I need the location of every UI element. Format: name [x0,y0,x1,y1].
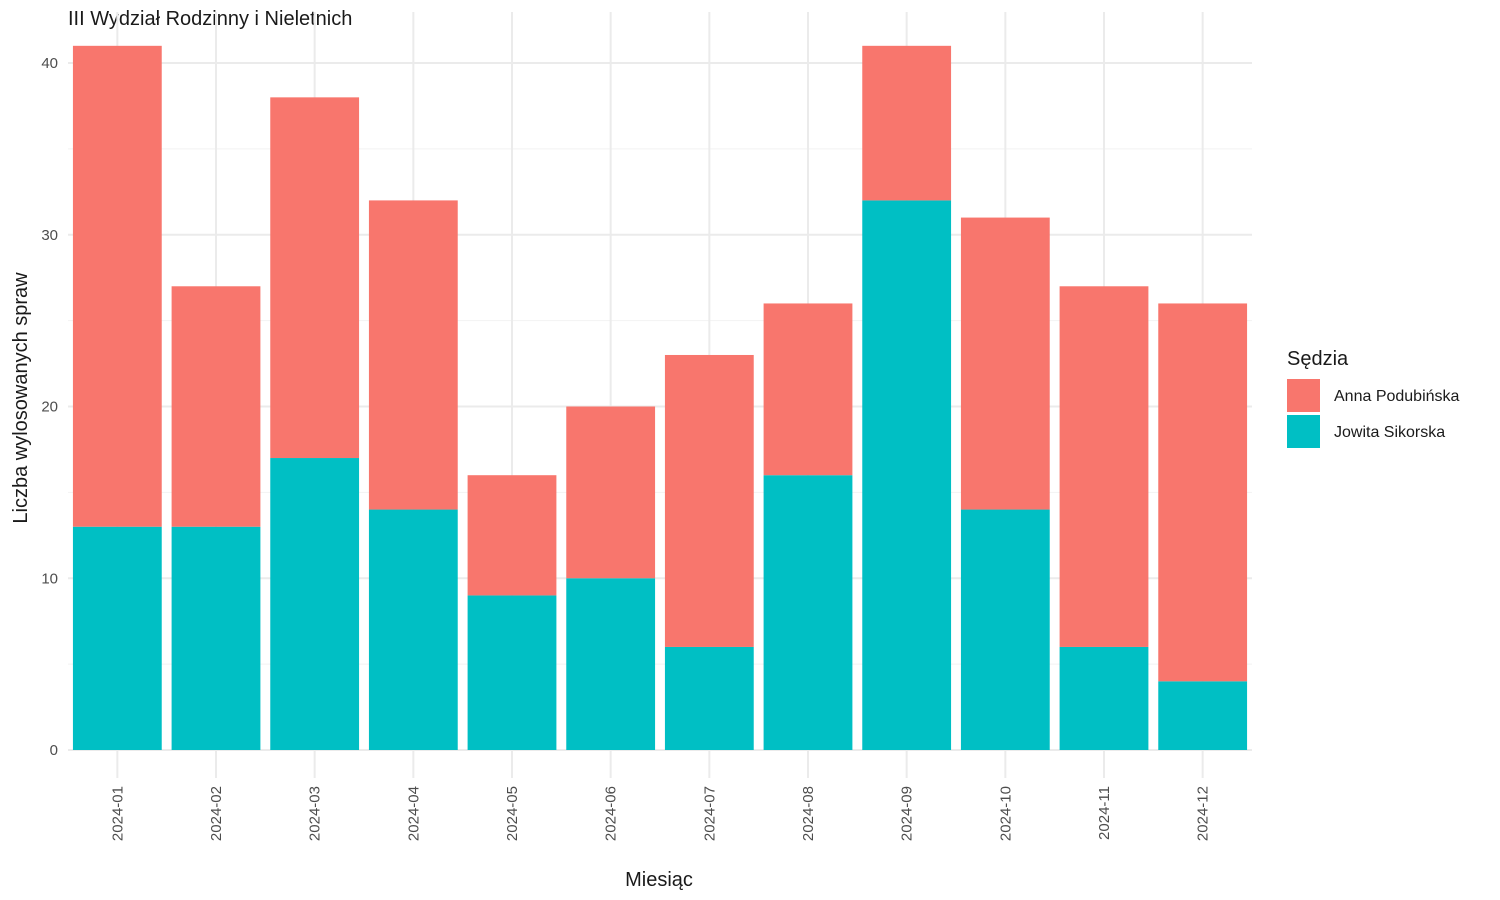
x-tick-label: 2024-01 [109,786,126,841]
bars [72,45,1248,750]
bar-segment [763,475,853,750]
bar-segment [171,526,261,750]
bar-segment [664,354,754,647]
legend-swatch [1287,415,1320,448]
y-axis-title: Liczba wylosowanych spraw [10,272,32,524]
x-tick-label: 2024-06 [603,786,620,841]
bar-segment [72,526,162,750]
bar-segment [270,458,360,750]
bar-segment [467,475,557,596]
y-tick-label: 0 [50,742,58,759]
legend: Sędzia Anna Podubińska Jowita Sikorska [1287,348,1460,448]
bar-segment [960,509,1050,750]
bar-segment [368,200,458,510]
x-tick-label: 2024-08 [800,786,817,841]
chart-title: III Wydział Rodzinny i Nieletnich [68,8,353,30]
y-tick-label: 10 [41,570,58,587]
y-tick-label: 20 [41,399,58,416]
x-tick-label: 2024-05 [504,786,521,841]
x-tick-label: 2024-02 [208,786,225,841]
bar-segment [862,45,952,201]
bar-segment [664,646,754,750]
x-tick-label: 2024-03 [307,786,324,841]
bar-segment [72,45,162,527]
bar-segment [1158,303,1248,682]
bar-segment [862,200,952,750]
legend-title: Sędzia [1287,348,1349,370]
x-tick-label: 2024-09 [899,786,916,841]
bar-segment [763,303,853,476]
x-tick-label: 2024-11 [1096,786,1113,840]
x-tick-label: 2024-12 [1195,786,1212,841]
bar-segment [566,406,656,579]
x-tick-label: 2024-10 [997,786,1014,841]
legend-label: Jowita Sikorska [1334,424,1445,441]
y-tick-label: 30 [41,227,58,244]
bar-segment [1158,681,1248,750]
bar-segment [1059,646,1149,750]
y-tick-label: 40 [41,55,58,72]
x-axis-title: Miesiąc [625,869,693,891]
bar-segment [566,578,656,750]
legend-label: Anna Podubińska [1334,388,1460,405]
x-tick-label: 2024-04 [405,786,422,841]
x-tick-label: 2024-07 [701,786,718,841]
bar-segment [1059,286,1149,647]
bar-segment [467,595,557,750]
bar-segment [171,286,261,527]
bar-segment [960,217,1050,510]
bar-segment [368,509,458,750]
y-axis: 0 10 20 30 40 [41,55,58,759]
bar-segment [270,97,360,459]
x-axis: 2024-01 2024-02 2024-03 2024-04 2024-05 2024-… [109,786,1211,841]
legend-swatch [1287,379,1320,412]
